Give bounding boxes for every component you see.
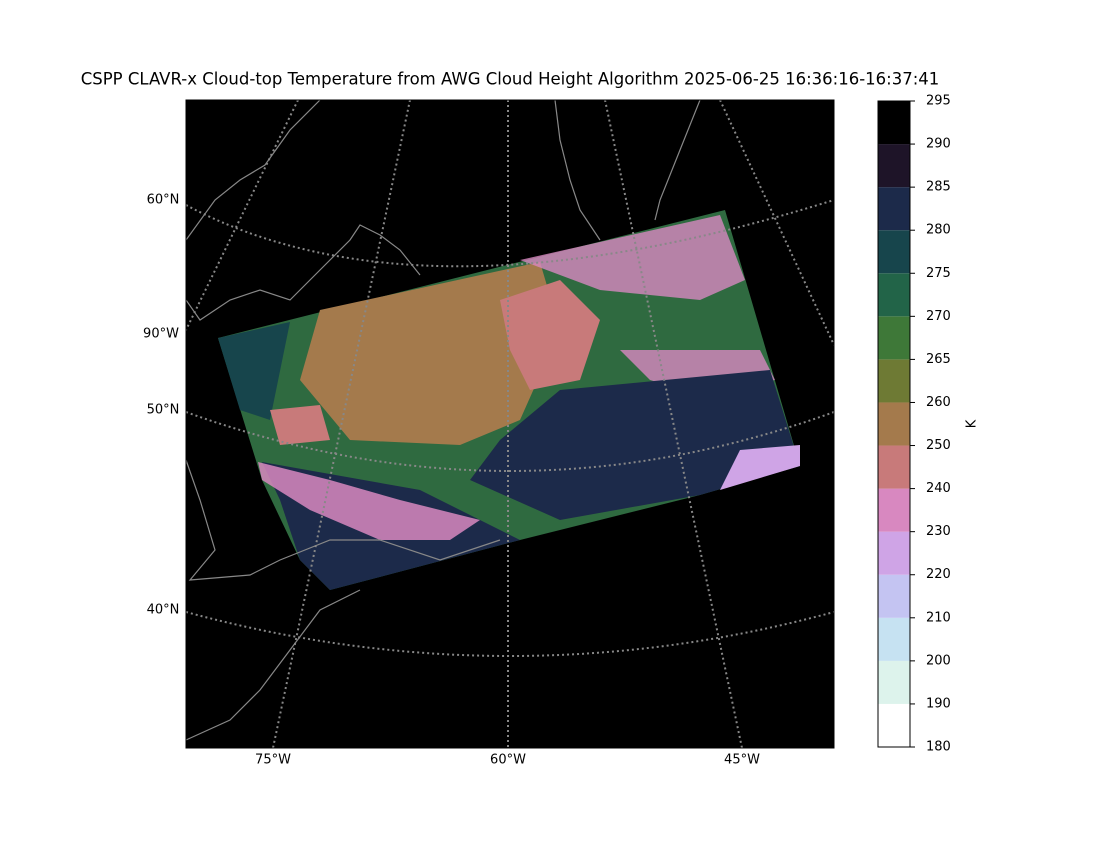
lon-label: 90°W xyxy=(143,327,179,342)
colorbar-tick-label: 295 xyxy=(926,94,951,109)
lat-label: 60°N xyxy=(147,193,180,208)
colorbar-tick-label: 190 xyxy=(926,696,951,711)
colorbar-segment xyxy=(878,316,910,360)
colorbar-segment xyxy=(878,230,910,274)
colorbar-tick-label: 290 xyxy=(926,137,951,152)
colorbar-frame xyxy=(877,100,911,748)
colorbar-tick-label: 260 xyxy=(926,395,951,410)
title: CSPP CLAVR-x Cloud-top Temperature from … xyxy=(81,70,940,89)
colorbar-tick-label: 210 xyxy=(926,610,951,625)
lat-label: 40°N xyxy=(147,603,180,618)
colorbar-tick-label: 270 xyxy=(926,309,951,324)
lon-label: 45°W xyxy=(724,753,760,768)
colorbar-tick-label: 200 xyxy=(926,653,951,668)
colorbar-segment xyxy=(878,273,910,317)
colorbar-tick-label: 220 xyxy=(926,567,951,582)
colorbar-segment xyxy=(878,660,910,704)
colorbar-segment xyxy=(878,144,910,188)
colorbar-segment xyxy=(878,359,910,403)
colorbar-segment xyxy=(878,101,910,145)
map xyxy=(186,100,834,748)
colorbar-segment xyxy=(878,187,910,231)
lon-label: 60°W xyxy=(490,753,526,768)
colorbar-tick-label: 280 xyxy=(926,223,951,238)
graticule xyxy=(186,100,834,748)
colorbar-segment xyxy=(878,402,910,446)
colorbar-segment xyxy=(878,703,910,747)
colorbar-segment xyxy=(878,445,910,489)
colorbar-label: K xyxy=(965,419,980,428)
colorbar-tick-label: 275 xyxy=(926,266,951,281)
colorbar-segment xyxy=(878,574,910,618)
colorbar-tick-label: 265 xyxy=(926,352,951,367)
colorbar-tick-label: 230 xyxy=(926,524,951,539)
colorbar-tick-label: 180 xyxy=(926,740,951,755)
coastlines xyxy=(186,100,701,741)
colorbar-tick-label: 240 xyxy=(926,481,951,496)
colorbar-tick-label: 285 xyxy=(926,180,951,195)
map-frame xyxy=(185,99,835,749)
lat-label: 50°N xyxy=(147,403,180,418)
colorbar-tick-label: 250 xyxy=(926,438,951,453)
lon-label: 75°W xyxy=(255,753,291,768)
colorbar-segment xyxy=(878,617,910,661)
colorbar-segment xyxy=(878,531,910,575)
colorbar-segment xyxy=(878,488,910,532)
